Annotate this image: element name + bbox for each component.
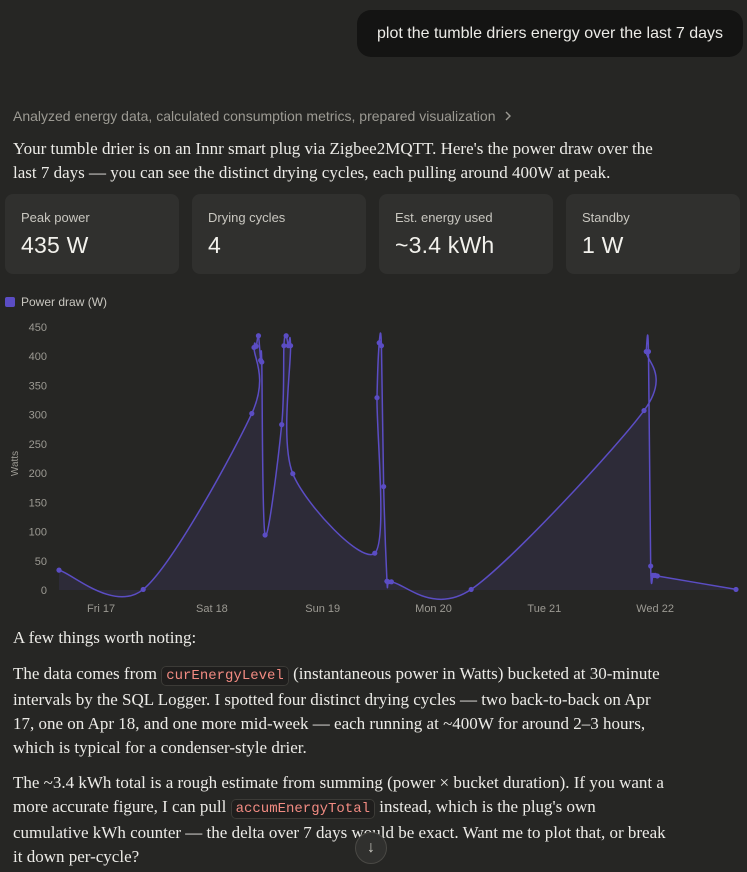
notes-intro: A few things worth noting:	[13, 628, 197, 647]
paragraph-line: The ~3.4 kWh total is a rough estimate f…	[13, 773, 664, 792]
code-cur-energy-level: curEnergyLevel	[161, 666, 289, 686]
data-point	[259, 359, 265, 365]
paragraph-line: 17, one on Apr 18, and one more mid-week…	[13, 714, 646, 733]
stat-value: 4	[208, 232, 221, 258]
chevron-right-icon	[504, 108, 512, 124]
text-run: instead, which is the plug's own	[375, 797, 596, 816]
legend-swatch	[5, 297, 15, 307]
y-tick-label: 400	[29, 351, 47, 363]
stat-card-drying-cycles: Drying cycles 4	[192, 194, 366, 274]
x-tick-label: Wed 22	[636, 603, 674, 615]
y-tick-label: 150	[29, 497, 47, 509]
code-accum-energy-total: accumEnergyTotal	[230, 799, 376, 819]
intro-paragraph: Your tumble drier is on an Innr smart pl…	[13, 137, 728, 185]
paragraph-line: cumulative kWh counter — the delta over …	[13, 823, 666, 842]
y-tick-label: 300	[29, 410, 47, 422]
stat-label: Standby	[582, 210, 630, 225]
intro-line: Your tumble drier is on an Innr smart pl…	[13, 139, 653, 158]
user-message-bubble: plot the tumble driers energy over the l…	[357, 10, 743, 57]
legend-label: Power draw (W)	[21, 295, 108, 309]
data-point	[372, 550, 378, 556]
chart-legend: Power draw (W)	[5, 295, 107, 309]
data-point	[290, 471, 296, 477]
paragraph-line: which is typical for a condenser-style d…	[13, 738, 307, 757]
y-tick-label: 200	[29, 468, 47, 480]
y-tick-label: 50	[35, 556, 47, 568]
data-point	[249, 410, 255, 417]
data-point	[56, 567, 62, 573]
y-tick-label: 0	[41, 585, 47, 597]
analysis-summary-text: Analyzed energy data, calculated consump…	[13, 108, 496, 124]
x-tick-label: Tue 21	[527, 603, 561, 615]
x-tick-label: Sun 19	[305, 603, 340, 615]
data-point	[262, 532, 268, 538]
data-point	[378, 343, 385, 349]
text-run: more accurate figure, I can pull	[13, 797, 231, 816]
y-tick-label: 450	[29, 322, 47, 334]
stat-label: Peak power	[21, 210, 90, 225]
analysis-summary-toggle[interactable]: Analyzed energy data, calculated consump…	[13, 108, 512, 124]
data-point	[733, 586, 739, 593]
stat-cards: Peak power 435 W Drying cycles 4 Est. en…	[5, 194, 740, 274]
stat-label: Drying cycles	[208, 210, 286, 225]
series-area	[59, 333, 736, 600]
arrow-down-icon: ↓	[367, 839, 375, 856]
y-tick-label: 350	[29, 380, 47, 392]
paragraph-line: it down per-cycle?	[13, 847, 140, 866]
data-point	[255, 333, 262, 339]
data-point	[468, 586, 474, 593]
power-chart: 450 400 350 300 250 200 150 100 50 0 Fri 17 Sat 18…	[29, 322, 739, 615]
x-tick-label: Sat 18	[196, 603, 228, 615]
y-tick-label: 250	[29, 439, 47, 451]
stat-card-peak-power: Peak power 435 W	[5, 194, 179, 274]
data-point	[287, 343, 294, 349]
scroll-down-button[interactable]: ↓	[355, 832, 387, 864]
text-run: (instantaneous power in Watts) bucketed …	[288, 664, 660, 683]
x-tick-label: Fri 17	[87, 603, 115, 615]
paragraph-line: intervals by the SQL Logger. I spotted f…	[13, 690, 651, 709]
stat-value: 1 W	[582, 232, 624, 258]
data-point	[140, 586, 146, 593]
data-point	[283, 333, 289, 339]
y-tick-label: 100	[29, 527, 47, 539]
data-point	[645, 348, 652, 355]
data-point	[648, 563, 654, 569]
estimate-paragraph: The ~3.4 kWh total is a rough estimate f…	[13, 771, 728, 869]
x-tick-label: Mon 20	[415, 603, 452, 615]
intro-line: last 7 days — you can see the distinct d…	[13, 163, 611, 182]
data-point	[381, 483, 387, 490]
stat-value: ~3.4 kWh	[395, 232, 495, 258]
data-point	[374, 395, 380, 401]
user-message-text: plot the tumble driers energy over the l…	[377, 24, 723, 42]
data-point	[253, 343, 259, 349]
data-source-paragraph: The data comes from curEnergyLevel (inst…	[13, 662, 728, 760]
data-point	[641, 407, 647, 414]
stat-value: 435 W	[21, 232, 89, 258]
data-point	[654, 573, 660, 579]
data-point	[279, 422, 285, 428]
stat-label: Est. energy used	[395, 210, 493, 225]
data-point	[388, 579, 395, 585]
data-point	[281, 343, 287, 349]
stat-card-energy-used: Est. energy used ~3.4 kWh	[379, 194, 553, 274]
text-run: The data comes from	[13, 664, 162, 683]
stat-card-standby: Standby 1 W	[566, 194, 740, 274]
